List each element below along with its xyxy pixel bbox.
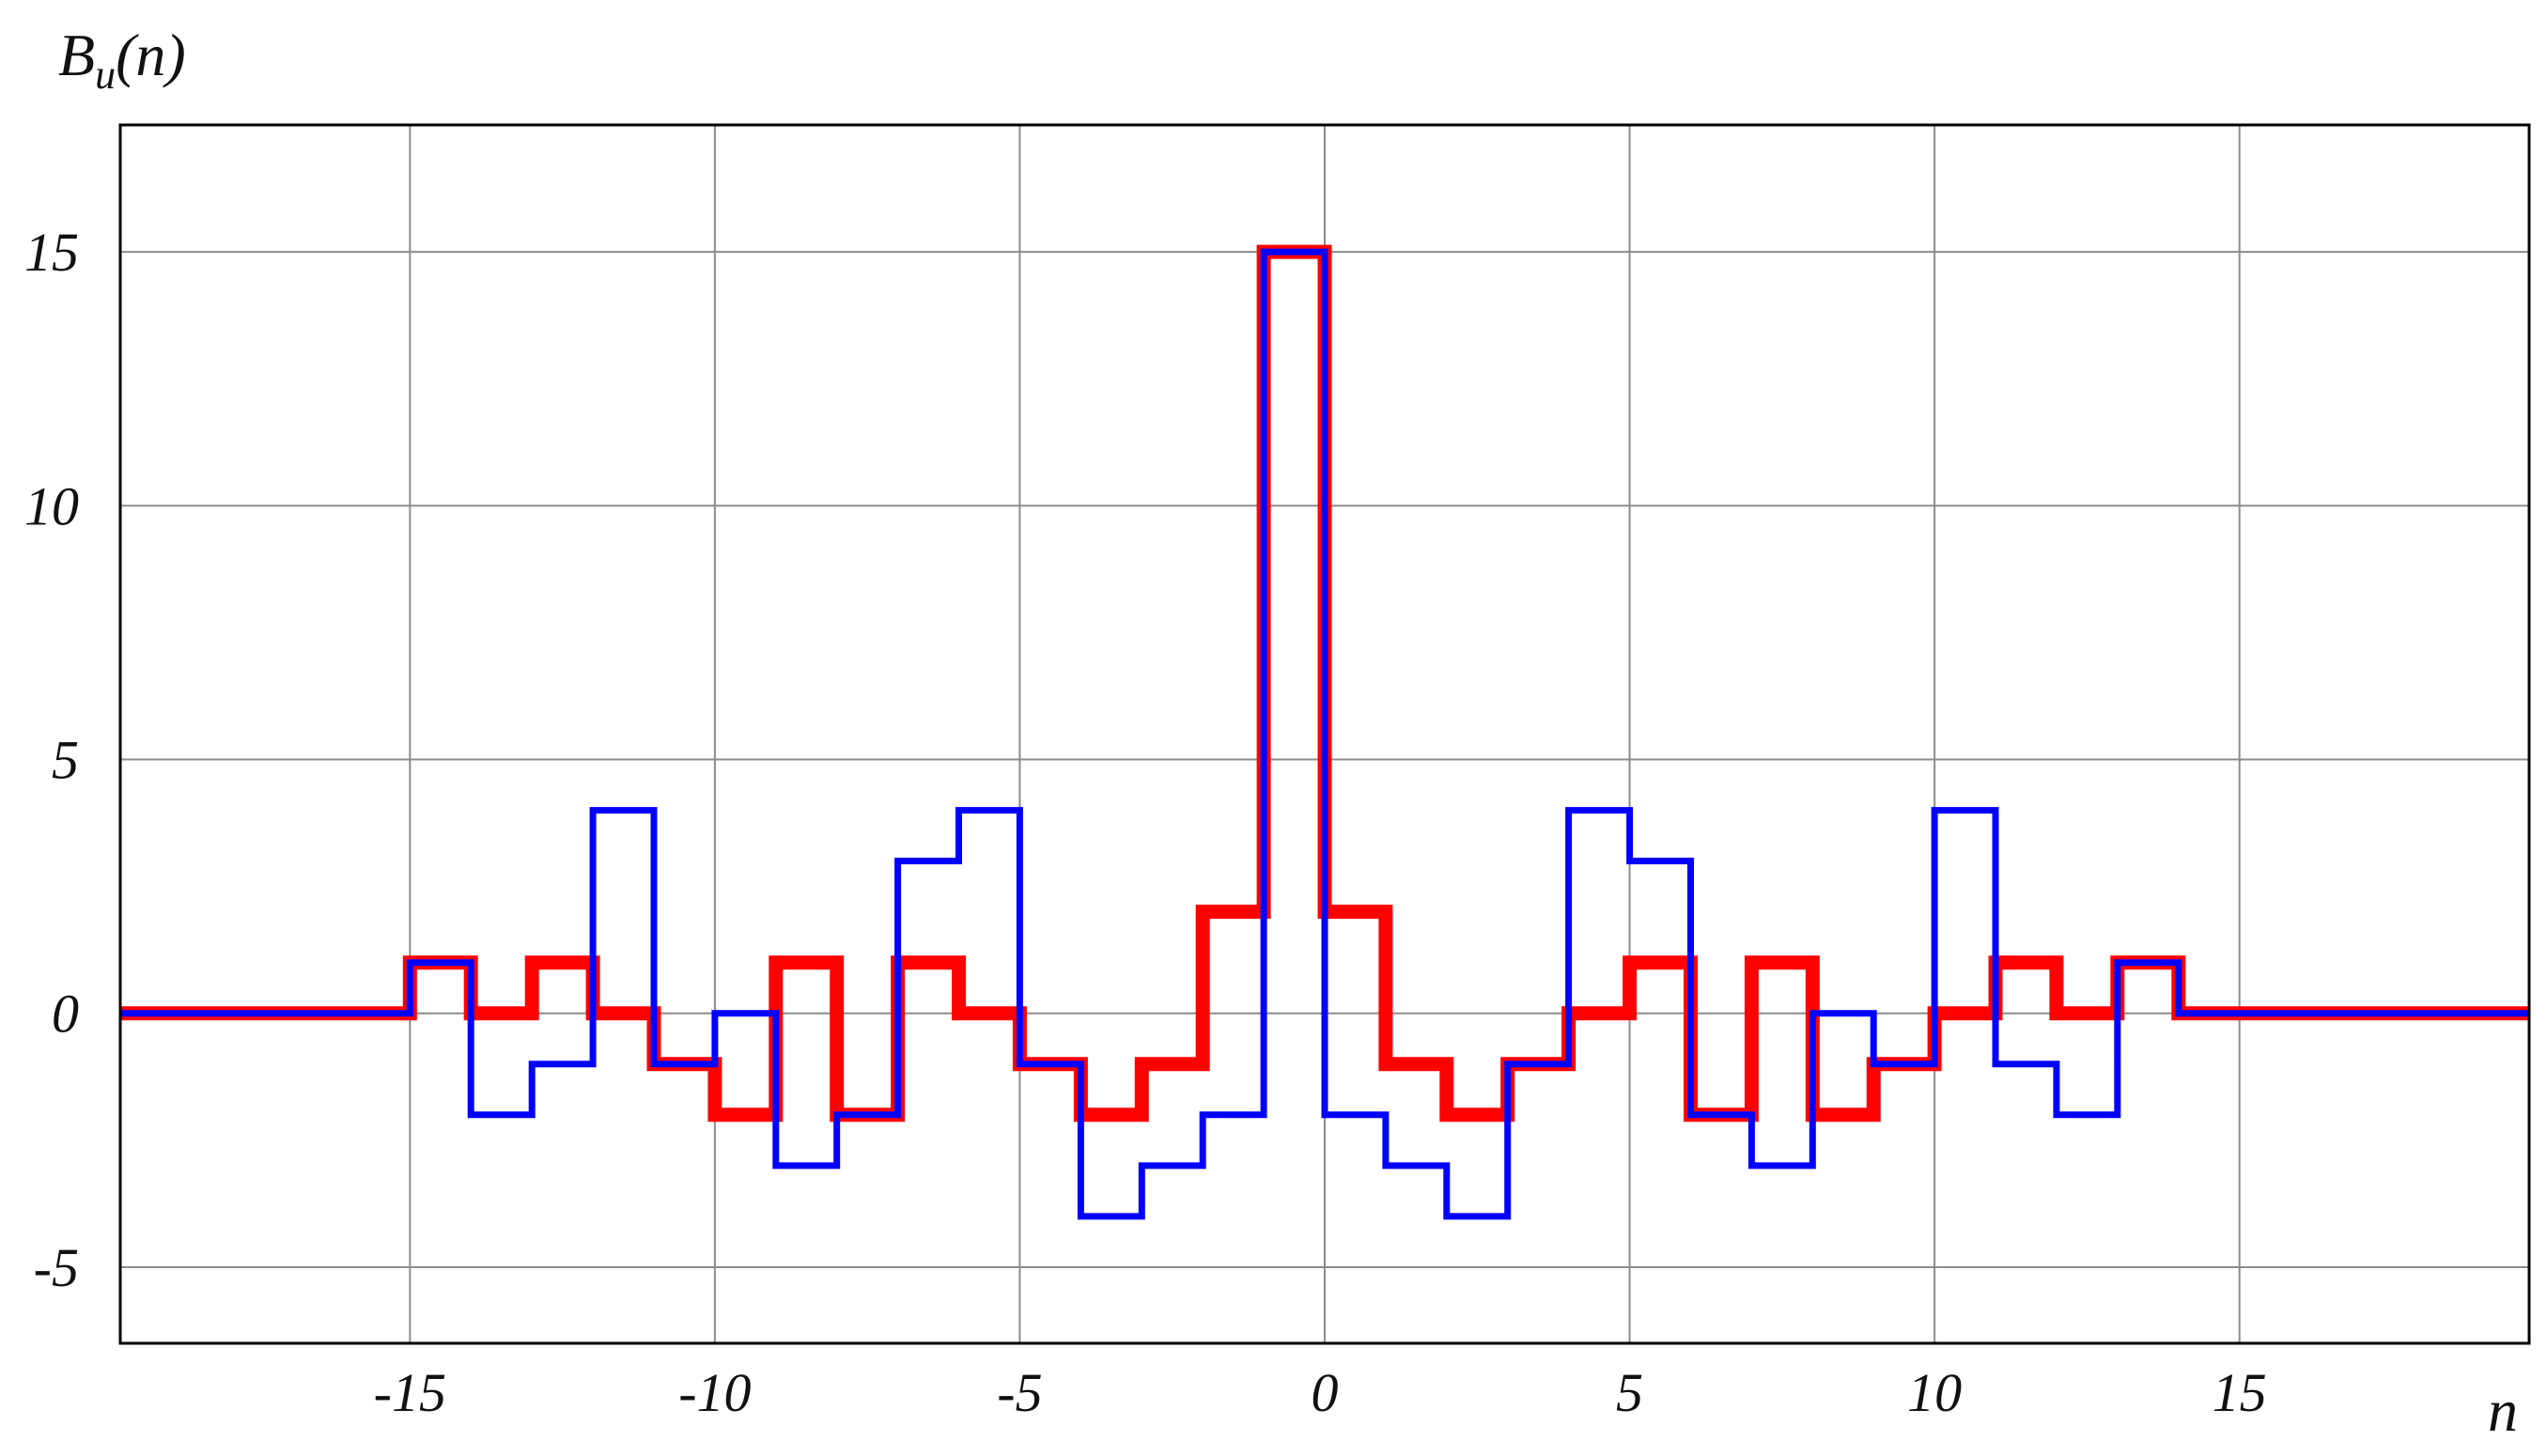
y-tick-label: -5 xyxy=(34,1237,79,1298)
x-tick-labels: -15 -10 -5 0 5 10 15 xyxy=(374,1362,2267,1423)
series-2-line xyxy=(120,248,2529,1220)
y-tick-label: 10 xyxy=(24,475,79,536)
x-tick-label: 0 xyxy=(1312,1362,1339,1423)
x-tick-label: -10 xyxy=(678,1362,751,1423)
y-tick-labels: -5 0 5 10 15 xyxy=(24,222,79,1298)
y-tick-label: 0 xyxy=(52,984,79,1045)
y-axis-label-subscript: u xyxy=(95,52,116,98)
x-tick-label: -15 xyxy=(374,1362,446,1423)
y-tick-label: 5 xyxy=(52,730,79,791)
x-tick-label: -5 xyxy=(997,1362,1042,1423)
x-tick-label: 10 xyxy=(1907,1362,1962,1423)
x-axis-label: n xyxy=(2488,1377,2518,1444)
x-tick-label: 15 xyxy=(2213,1362,2267,1423)
y-axis-label-argument: (n) xyxy=(116,22,186,88)
plot-frame xyxy=(118,123,2531,1345)
y-axis-label: Bu(n) xyxy=(58,22,186,98)
y-tick-label: 15 xyxy=(24,222,79,283)
series-group xyxy=(120,244,2529,1220)
x-tick-label: 5 xyxy=(1616,1362,1643,1423)
y-axis-label-main: B xyxy=(58,22,95,88)
